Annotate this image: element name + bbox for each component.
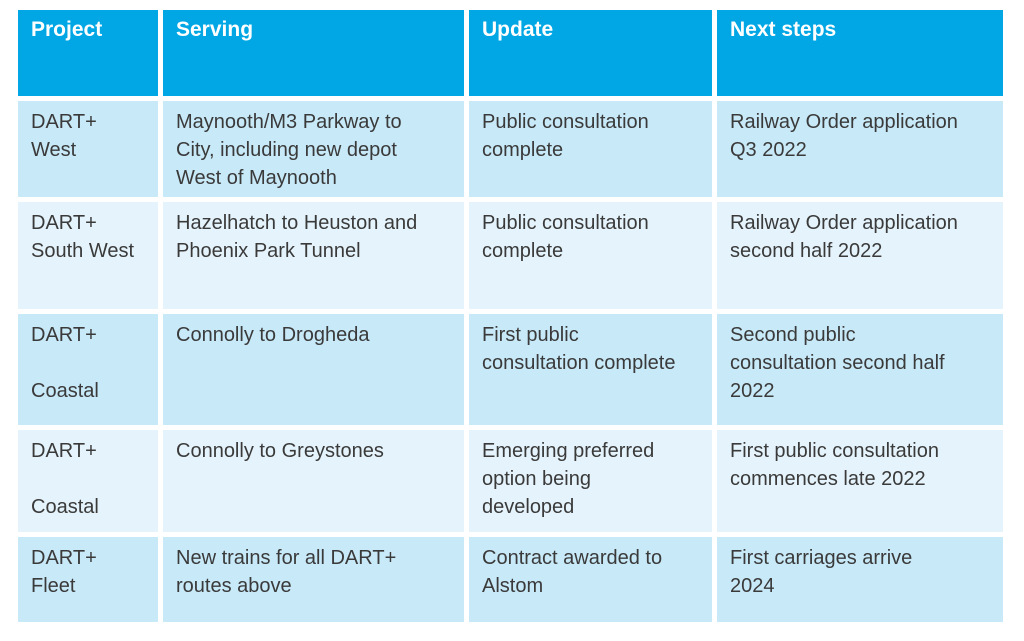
column-header-serving: Serving <box>163 10 464 96</box>
serving-cell: Maynooth/M3 Parkway to City, including n… <box>163 101 464 197</box>
next-steps-cell: Second public consultation second half 2… <box>717 314 1003 425</box>
project-cell: DART+ Fleet <box>18 537 158 622</box>
serving-cell: Connolly to Greystones <box>163 430 464 532</box>
column-header-project: Project <box>18 10 158 96</box>
project-cell: DART+ Coastal <box>18 430 158 532</box>
update-cell: Emerging preferred option being develope… <box>469 430 712 532</box>
update-cell: Contract awarded to Alstom <box>469 537 712 622</box>
next-steps-cell: First public consultation commences late… <box>717 430 1003 532</box>
column-header-update: Update <box>469 10 712 96</box>
next-steps-cell: Railway Order application Q3 2022 <box>717 101 1003 197</box>
next-steps-cell: Railway Order application second half 20… <box>717 202 1003 309</box>
column-header-next-steps: Next steps <box>717 10 1003 96</box>
serving-cell: New trains for all DART+ routes above <box>163 537 464 622</box>
project-cell: DART+ Coastal <box>18 314 158 425</box>
project-cell: DART+ West <box>18 101 158 197</box>
update-cell: First public consultation complete <box>469 314 712 425</box>
next-steps-cell: First carriages arrive 2024 <box>717 537 1003 622</box>
serving-cell: Hazelhatch to Heuston and Phoenix Park T… <box>163 202 464 309</box>
projects-table: Project Serving Update Next steps DART+ … <box>18 10 1003 622</box>
update-cell: Public consultation complete <box>469 202 712 309</box>
serving-cell: Connolly to Drogheda <box>163 314 464 425</box>
update-cell: Public consultation complete <box>469 101 712 197</box>
project-cell: DART+ South West <box>18 202 158 309</box>
